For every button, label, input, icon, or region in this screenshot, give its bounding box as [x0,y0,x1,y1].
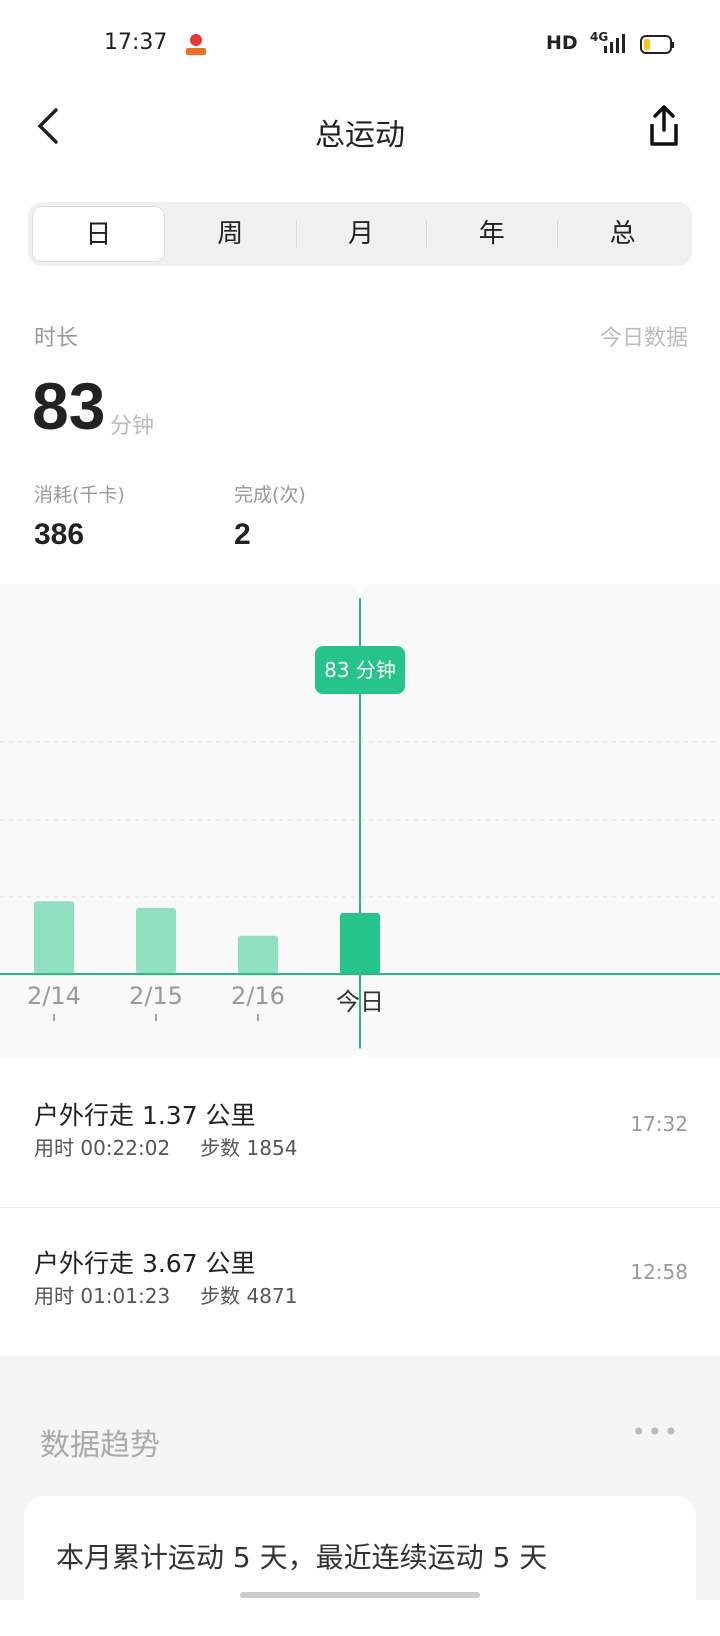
trend-card-text: 本月累计运动 5 天，最近连续运动 5 天 [56,1541,548,1574]
tab-year[interactable]: 年 [426,206,557,262]
page-title: 总运动 [315,118,405,153]
tab-month[interactable]: 月 [295,206,427,262]
record-item[interactable]: 户外行走 1.37 公里 用时 00:22:02 步数 1854 17:32 [0,1060,720,1208]
x-tick-label[interactable]: 2/16 [231,982,285,1010]
bar-2/16 [238,935,278,974]
record-title: 户外行走 1.37 公里 [34,1101,256,1130]
signal-4g-icon: 4G [590,30,609,44]
bar-今日 [340,913,380,974]
completed-value: 2 [234,518,251,551]
signal-bars-icon [604,34,626,60]
bar-2/15 [136,907,176,974]
trend-card[interactable]: 本月累计运动 5 天，最近连续运动 5 天 [24,1496,696,1636]
x-tick-label[interactable]: 2/15 [129,982,183,1010]
record-title: 户外行走 3.67 公里 [34,1249,256,1278]
duration-value: 83 [32,369,106,443]
duration-label: 时长 [34,326,79,351]
duration-unit: 分钟 [110,414,155,439]
calories-value: 386 [34,518,85,551]
x-tick-label[interactable]: 今日 [336,988,384,1016]
trend-section: 数据趋势 ••• 本月累计运动 5 天，最近连续运动 5 天 [0,1356,720,1636]
calories-label: 消耗(千卡) [34,484,125,506]
completed-label: 完成(次) [234,484,306,506]
record-duration: 用时 01:01:23 [34,1284,171,1308]
more-icon[interactable]: ••• [631,1418,680,1446]
chart-tooltip: 83 分钟 [315,646,405,694]
x-tick-label[interactable]: 2/14 [27,982,81,1010]
period-tabs: 日 周 月 年 总 [28,202,692,266]
tab-week[interactable]: 周 [217,219,244,249]
record-steps: 步数 4871 [200,1284,298,1308]
pointer-notch-bottom [351,1048,369,1058]
trend-title: 数据趋势 [40,1428,160,1463]
tab-day[interactable]: 日 [32,206,165,262]
record-time: 17:32 [630,1112,688,1136]
pointer-notch-top [351,584,369,594]
tab-total[interactable]: 总 [557,206,688,262]
record-time: 12:58 [630,1260,688,1284]
bar-2/14 [34,901,74,974]
battery-icon [640,35,676,61]
share-button[interactable] [646,104,682,152]
status-time: 17:37 [104,30,168,55]
record-item[interactable]: 户外行走 3.67 公里 用时 01:01:23 步数 4871 12:58 [0,1208,720,1356]
today-data-link[interactable]: 今日数据 [599,326,688,351]
record-duration: 用时 00:22:02 [34,1136,171,1160]
status-bar: 17:37 HD 4G [0,30,720,60]
home-indicator[interactable] [240,1592,480,1598]
baidu-map-notification-icon [184,32,208,56]
hd-indicator: HD [546,32,578,54]
back-button[interactable] [34,106,62,150]
record-steps: 步数 1854 [200,1136,298,1160]
duration-bar-chart[interactable]: 83 分钟 2/14 2/15 2/16 今日 [0,584,720,1058]
